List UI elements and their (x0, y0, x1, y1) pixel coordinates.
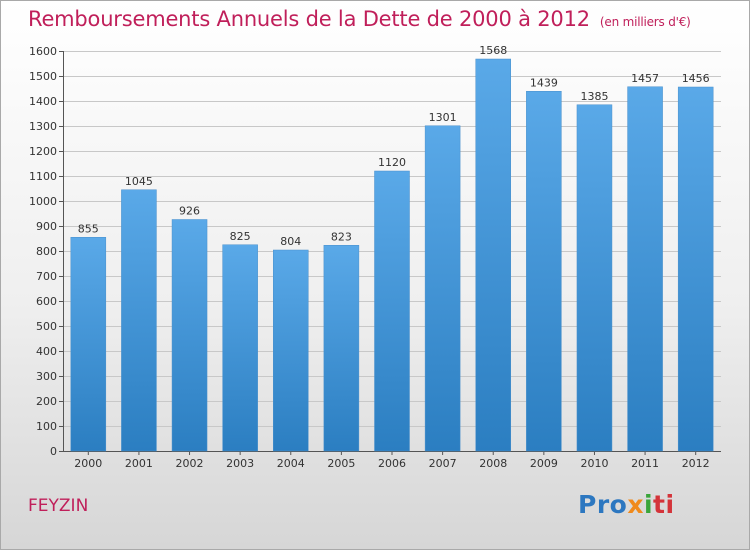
y-tick-label: 1300 (29, 120, 57, 133)
x-tick-label: 2005 (327, 457, 355, 470)
x-tick-label: 2001 (125, 457, 153, 470)
bar (424, 125, 461, 452)
bar (273, 249, 309, 452)
bar (677, 86, 714, 452)
bar (374, 170, 410, 452)
y-tick-label: 900 (36, 220, 57, 233)
y-tick-label: 0 (50, 445, 57, 458)
bar (526, 91, 562, 452)
x-tick-label: 2010 (580, 457, 608, 470)
chart-title-text: Remboursements Annuels de la Dette de 20… (28, 7, 590, 31)
bar (475, 58, 511, 452)
bar (171, 219, 208, 452)
y-tick-label: 1000 (29, 195, 57, 208)
y-tick-label: 400 (36, 345, 57, 358)
commune-name: FEYZIN (28, 496, 89, 516)
proxiti-logo: Proxiti (578, 490, 675, 519)
bar (222, 244, 258, 452)
logo-part-4: ti (653, 490, 675, 519)
logo-part-1: Pro (578, 490, 628, 519)
y-tick-label: 800 (36, 245, 57, 258)
y-tick-label: 300 (36, 370, 57, 383)
x-tick-label: 2002 (176, 457, 204, 470)
y-tick-label: 1600 (29, 45, 57, 58)
bars (70, 58, 714, 452)
y-tick-label: 600 (36, 295, 57, 308)
y-tick-label: 1500 (29, 70, 57, 83)
bar (323, 245, 360, 452)
labels: 0 100 200 300 400 500 600 700 800 900 1000 1100 1200… (29, 44, 710, 470)
x-tick-label: 2003 (226, 457, 254, 470)
x-tick-label: 2000 (74, 457, 102, 470)
bar-value-label: 823 (331, 230, 352, 243)
bar-value-label: 1457 (631, 72, 659, 85)
bar-value-label: 855 (78, 222, 99, 235)
bar (121, 189, 157, 452)
y-tick-label: 1100 (29, 170, 57, 183)
y-tick-label: 200 (36, 395, 57, 408)
x-tick-label: 2006 (378, 457, 406, 470)
x-tick-label: 2011 (631, 457, 659, 470)
x-tick-label: 2007 (429, 457, 457, 470)
bar (627, 86, 663, 452)
bar (576, 104, 613, 452)
axes (59, 51, 721, 455)
y-tick-label: 100 (36, 420, 57, 433)
bar-value-label: 1568 (479, 44, 507, 57)
logo-part-2: x (627, 490, 644, 519)
x-tick-label: 2004 (277, 457, 305, 470)
bar-value-label: 1120 (378, 156, 406, 169)
bar-value-label: 1439 (530, 76, 558, 89)
x-tick-label: 2012 (682, 457, 710, 470)
bar-value-label: 1456 (682, 72, 710, 85)
y-tick-label: 700 (36, 270, 57, 283)
y-tick-label: 1200 (29, 145, 57, 158)
bar-value-label: 1301 (429, 111, 457, 124)
bar-value-label: 926 (179, 205, 200, 218)
bar-value-label: 804 (280, 235, 301, 248)
chart-title: Remboursements Annuels de la Dette de 20… (28, 7, 691, 31)
bar-value-label: 825 (230, 230, 251, 243)
y-tick-label: 1400 (29, 95, 57, 108)
bar-value-label: 1385 (580, 90, 608, 103)
y-tick-label: 500 (36, 320, 57, 333)
x-tick-label: 2009 (530, 457, 558, 470)
chart-subtitle: (en milliers d'€) (599, 15, 691, 29)
bar-value-label: 1045 (125, 175, 153, 188)
logo-part-3: i (643, 490, 654, 519)
bar (70, 237, 107, 452)
x-tick-label: 2008 (479, 457, 507, 470)
